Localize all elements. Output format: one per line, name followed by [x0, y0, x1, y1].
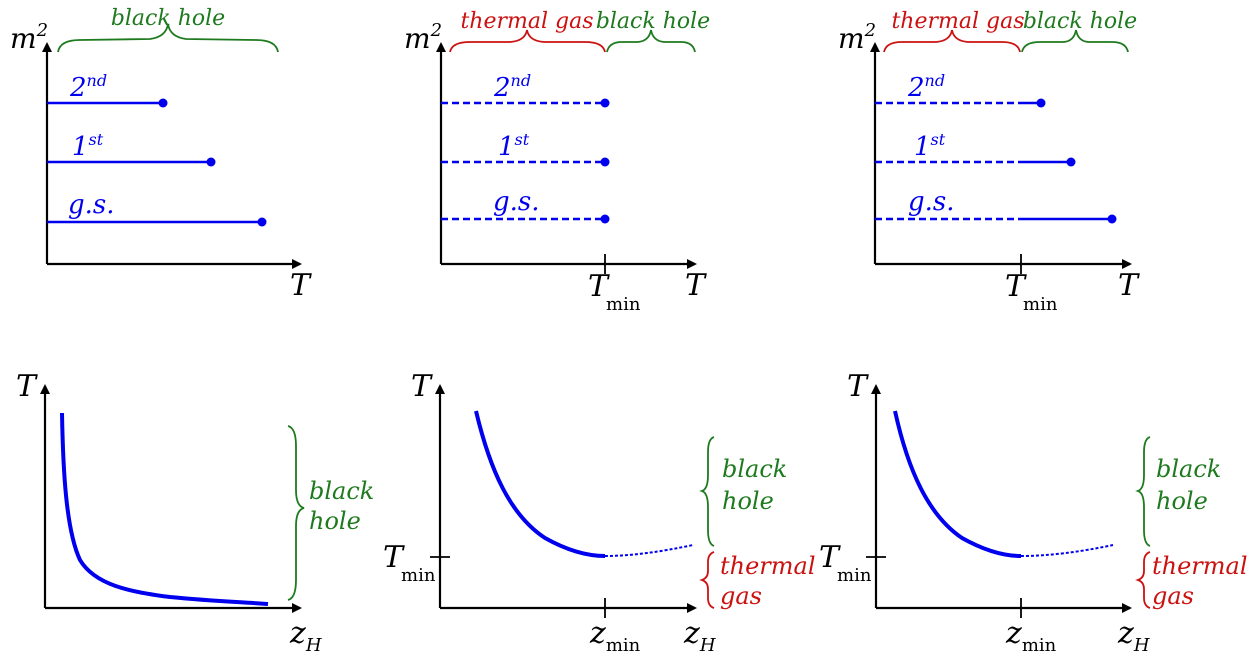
black-hole-label-line1: black [722, 455, 787, 483]
black-hole-label-line2: hole [722, 487, 774, 515]
thermal-gas-label-line2: gas [1152, 582, 1194, 610]
level-2nd-label: 2nd [493, 71, 531, 103]
black-hole-label-line1: black [309, 477, 374, 505]
level-2nd-endpoint [158, 98, 168, 108]
x-axis-label: zH [1117, 616, 1150, 656]
level-2nd-endpoint [1036, 98, 1046, 108]
y-axis-label: m2 [10, 20, 48, 55]
black-hole-brace [1021, 29, 1129, 53]
zmin-label: zmin [1005, 616, 1057, 656]
x-axis-label: zH [289, 616, 322, 656]
black-hole-brace [699, 436, 715, 547]
zmin-label: zmin [589, 616, 641, 656]
level-1st-endpoint [206, 157, 216, 167]
level-ground-state-endpoint [257, 217, 267, 227]
panel-top-left: m2 T black hole 2nd 1st g.s. [10, 6, 312, 303]
panel-bottom-left: T zH black hole [16, 369, 374, 656]
temperature-curve-solid [474, 410, 606, 558]
y-axis-label: T [16, 369, 38, 404]
black-hole-brace [287, 425, 305, 601]
x-axis-label: T [1118, 268, 1140, 303]
y-axis-label: T [847, 369, 869, 404]
x-axis-label: T [290, 268, 312, 303]
black-hole-label-line1: black [1156, 455, 1221, 483]
level-2nd-label: 2nd [907, 71, 945, 103]
temperature-curve-solid [893, 410, 1022, 558]
black-hole-brace [606, 29, 696, 53]
temperature-curve-dotted [1020, 544, 1114, 557]
temperature-curve-dotted [604, 544, 694, 557]
level-1st-endpoint [1066, 157, 1076, 167]
thermal-gas-label-line1: thermal [1152, 552, 1248, 580]
y-axis-label: m2 [404, 20, 442, 55]
level-1st-label: 1st [914, 130, 946, 162]
level-2nd-label: 2nd [69, 71, 107, 103]
temperature-curve [60, 412, 269, 606]
x-axis-label: T [685, 268, 707, 303]
level-1st-endpoint [600, 157, 610, 167]
thermal-gas-label: thermal gas [891, 9, 1024, 34]
level-ground-state-label: g.s. [493, 187, 540, 217]
black-hole-label: black hole [111, 6, 225, 31]
y-axis-label: T [411, 369, 433, 404]
x-axis-label: zH [683, 616, 716, 656]
level-ground-state-label: g.s. [68, 190, 115, 220]
thermal-gas-label-line1: thermal [720, 552, 816, 580]
thermal-gas-label-line2: gas [720, 582, 762, 610]
thermal-gas-brace [449, 29, 606, 53]
level-ground-state-endpoint [1107, 214, 1117, 224]
black-hole-brace [1135, 436, 1151, 547]
black-hole-label: black hole [1023, 9, 1137, 34]
level-ground-state-endpoint [600, 214, 610, 224]
black-hole-label: black hole [596, 9, 710, 34]
y-axis-label: m2 [838, 20, 876, 55]
level-ground-state-label: g.s. [908, 187, 955, 217]
level-1st-label: 1st [498, 130, 530, 162]
thermal-gas-brace [699, 551, 715, 609]
level-2nd-endpoint [600, 98, 610, 108]
black-hole-brace [57, 23, 279, 53]
thermal-gas-brace [1135, 551, 1151, 609]
black-hole-label-line2: hole [309, 507, 361, 535]
black-hole-label-line2: hole [1156, 487, 1208, 515]
thermal-gas-label: thermal gas [460, 9, 593, 34]
thermal-gas-brace [883, 29, 1021, 53]
level-1st-label: 1st [72, 130, 104, 162]
